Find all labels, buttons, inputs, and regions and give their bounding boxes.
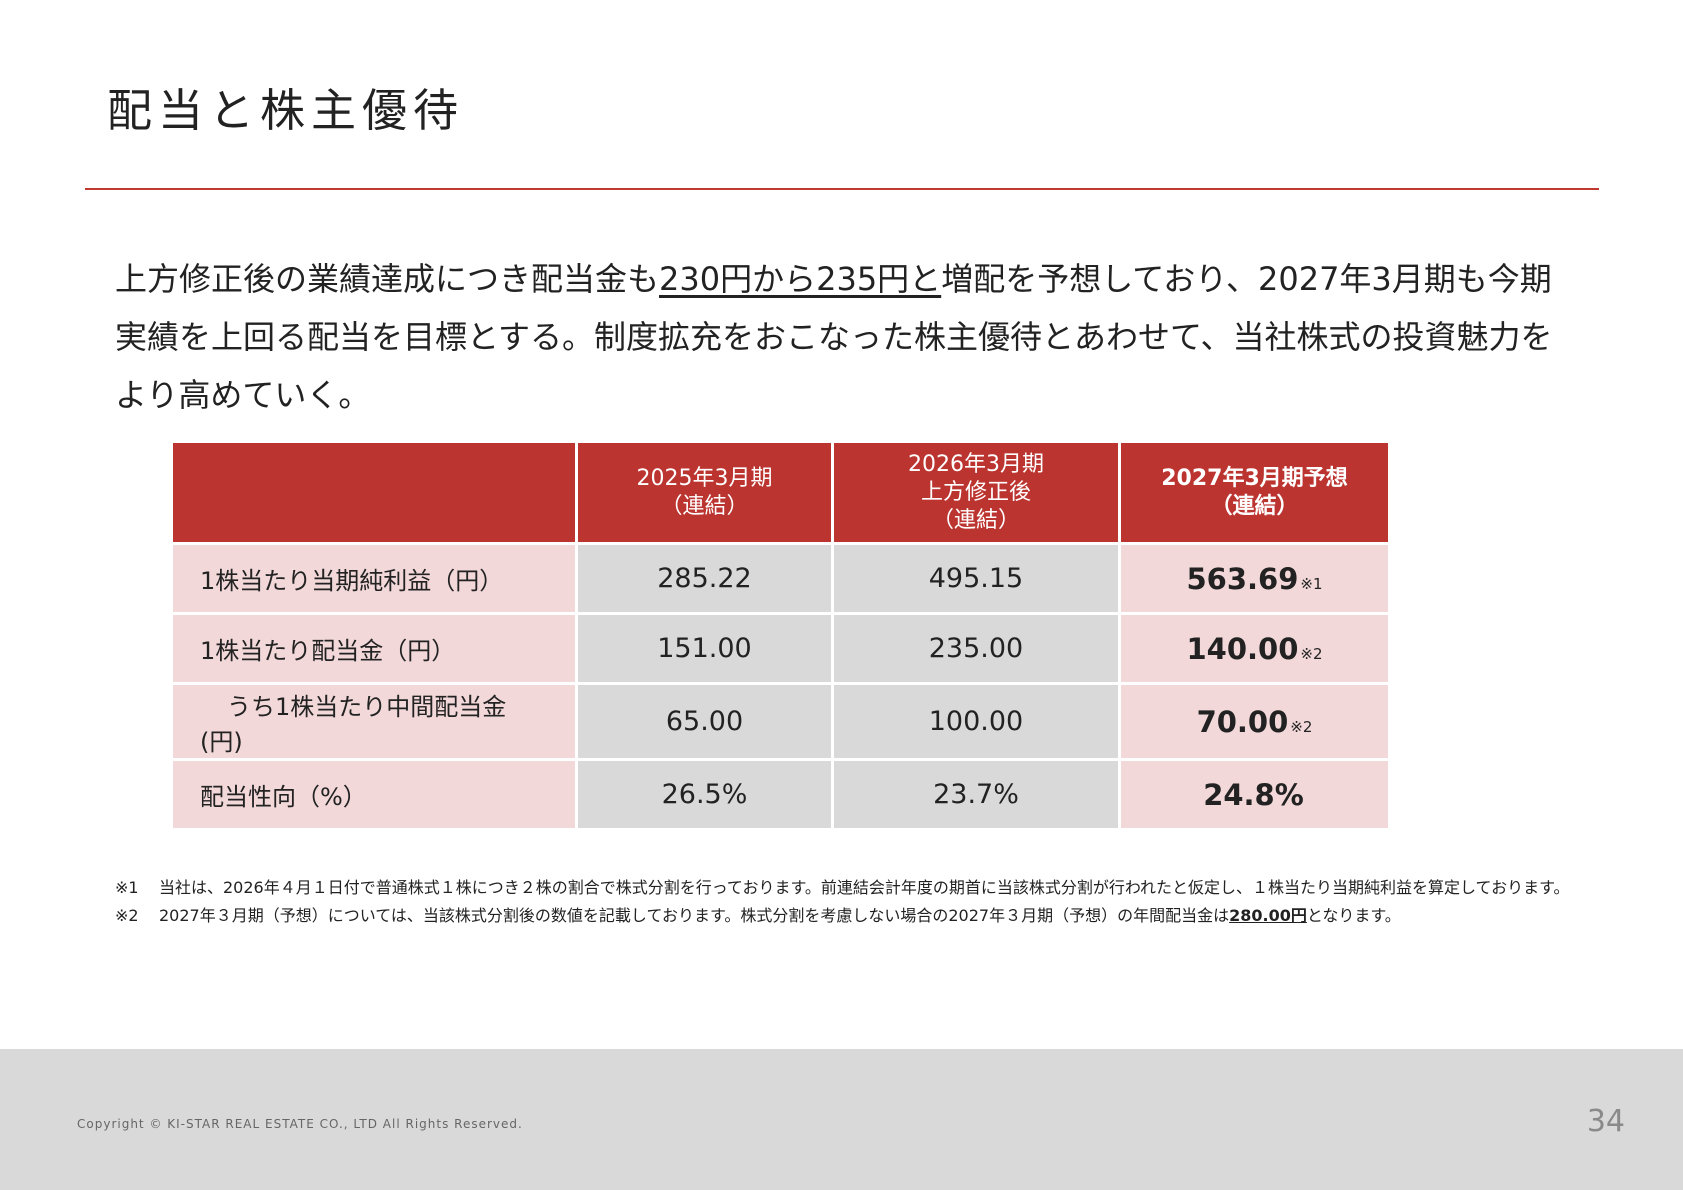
value-fy2027: 563.69 ※1	[1118, 542, 1391, 615]
footer-band	[0, 1049, 1683, 1190]
forecast-value: 24.8%	[1203, 777, 1304, 812]
table-row-dps: 1株当たり配当金（円） 151.00 235.00 140.00 ※2	[170, 612, 1391, 685]
row-label: 1株当たり当期純利益（円）	[170, 542, 578, 615]
value-fy2026: 23.7%	[831, 758, 1121, 831]
value-fy2027: 24.8%	[1118, 758, 1391, 831]
footnote-text-main: 2027年３月期（予想）については、当該株式分割後の数値を記載しております。株式…	[159, 906, 1230, 925]
forecast-value: 563.69	[1186, 561, 1299, 596]
intro-text: 上方修正後の業績達成につき配当金も	[115, 260, 660, 298]
header-fy2026: 2026年3月期 上方修正後 （連結）	[831, 440, 1121, 545]
value-fy2025: 151.00	[575, 612, 834, 685]
footnote-2: ※2 2027年３月期（予想）については、当該株式分割後の数値を記載しております…	[115, 906, 1595, 925]
intro-text: 増配を予想しており、2027年3月期も今期	[941, 260, 1552, 298]
header-line: （連結）	[931, 507, 1020, 533]
row-label: うち1株当たり中間配当金 (円)	[170, 682, 578, 761]
header-fy2025: 2025年3月期 （連結）	[575, 440, 834, 545]
value-fy2026: 495.15	[831, 542, 1121, 615]
value-fy2027: 140.00 ※2	[1118, 612, 1391, 685]
footnote-1: ※1 当社は、2026年４月１日付で普通株式１株につき２株の割合で株式分割を行っ…	[115, 878, 1595, 897]
forecast-value: 140.00	[1186, 631, 1299, 666]
intro-paragraph: 上方修正後の業績達成につき配当金も230円から235円と増配を予想しており、20…	[115, 250, 1615, 424]
header-line: 2027年3月期予想	[1161, 465, 1348, 491]
row-label: 配当性向（%）	[170, 758, 578, 831]
row-label-line: (円)	[200, 727, 243, 756]
value-fy2026: 100.00	[831, 682, 1121, 761]
footnote-text: 当社は、2026年４月１日付で普通株式１株につき２株の割合で株式分割を行っており…	[159, 878, 1570, 897]
footnote-ref: ※1	[1300, 574, 1323, 593]
footnote-ref: ※2	[1290, 717, 1313, 736]
intro-underlined-text: 230円から235円と	[659, 260, 942, 298]
header-line: 2026年3月期	[908, 451, 1044, 477]
row-label: 1株当たり配当金（円）	[170, 612, 578, 685]
header-line: （連結）	[1210, 493, 1299, 519]
dividend-table: 2025年3月期 （連結） 2026年3月期 上方修正後 （連結） 2027年3…	[170, 440, 1391, 831]
copyright: Copyright © KI-STAR REAL ESTATE CO., LTD…	[77, 1117, 523, 1131]
page-title: 配当と株主優待	[107, 84, 465, 137]
value-fy2025: 26.5%	[575, 758, 834, 831]
header-line: 上方修正後	[920, 479, 1031, 505]
table-row-eps: 1株当たり当期純利益（円） 285.22 495.15 563.69 ※1	[170, 542, 1391, 615]
footnote-text-tail: となります。	[1306, 906, 1401, 925]
forecast-value: 70.00	[1196, 704, 1289, 739]
header-line: （連結）	[660, 493, 749, 519]
row-label-line: うち1株当たり中間配当金	[227, 692, 507, 721]
value-fy2025: 285.22	[575, 542, 834, 615]
value-fy2026: 235.00	[831, 612, 1121, 685]
title-divider	[85, 188, 1599, 190]
footnote-emphasis: 280.00円	[1229, 906, 1307, 925]
intro-line-3: より高めていく。	[115, 376, 371, 414]
intro-line-1: 上方修正後の業績達成につき配当金も230円から235円と増配を予想しており、20…	[115, 250, 1615, 308]
header-line: 2025年3月期	[636, 465, 773, 491]
header-empty	[170, 440, 578, 545]
table-header-row: 2025年3月期 （連結） 2026年3月期 上方修正後 （連結） 2027年3…	[170, 440, 1391, 545]
table-row-interim-dps: うち1株当たり中間配当金 (円) 65.00 100.00 70.00 ※2	[170, 682, 1391, 761]
page-number: 34	[1586, 1104, 1625, 1139]
intro-line-2: 実績を上回る配当を目標とする。制度拡充をおこなった株主優待とあわせて、当社株式の…	[115, 318, 1553, 356]
value-fy2027: 70.00 ※2	[1118, 682, 1391, 761]
table-row-payout-ratio: 配当性向（%） 26.5% 23.7% 24.8%	[170, 758, 1391, 831]
footnote-text: 2027年３月期（予想）については、当該株式分割後の数値を記載しております。株式…	[159, 906, 1401, 925]
footnotes: ※1 当社は、2026年４月１日付で普通株式１株につき２株の割合で株式分割を行っ…	[115, 878, 1595, 934]
footnote-mark: ※2	[115, 906, 139, 925]
header-fy2027-forecast: 2027年3月期予想 （連結）	[1118, 440, 1391, 545]
value-fy2025: 65.00	[575, 682, 834, 761]
footnote-ref: ※2	[1300, 644, 1323, 663]
footnote-mark: ※1	[115, 878, 139, 897]
